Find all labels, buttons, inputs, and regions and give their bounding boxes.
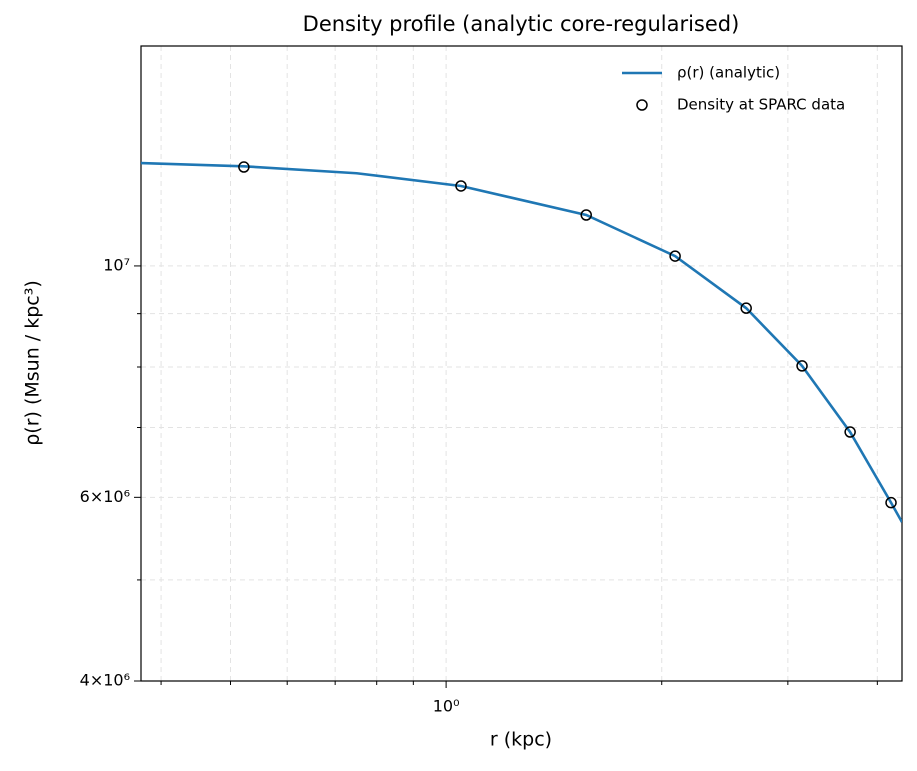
line-series bbox=[141, 161, 902, 523]
data-point bbox=[885, 496, 897, 509]
data-point bbox=[796, 360, 808, 372]
y-tick-label: 10⁷ bbox=[103, 255, 130, 274]
chart-title: Density profile (analytic core-regularis… bbox=[303, 12, 740, 36]
legend-swatch bbox=[636, 99, 648, 111]
data-point bbox=[669, 250, 681, 262]
data-point bbox=[238, 161, 250, 173]
y-tick-label: 6×10⁶ bbox=[80, 487, 130, 506]
legend-label: ρ(r) (analytic) bbox=[677, 64, 780, 82]
data-point bbox=[580, 209, 592, 221]
data-point bbox=[455, 180, 467, 192]
y-tick-label: 4×10⁶ bbox=[80, 671, 130, 690]
x-axis-label: r (kpc) bbox=[490, 729, 552, 751]
x-tick-label: 10⁰ bbox=[433, 697, 460, 716]
legend-label: Density at SPARC data bbox=[677, 96, 845, 114]
data-point bbox=[740, 302, 752, 314]
y-axis-label: ρ(r) (Msun / kpc³) bbox=[22, 280, 44, 446]
plot-frame bbox=[140, 45, 903, 682]
data-point bbox=[844, 426, 856, 438]
